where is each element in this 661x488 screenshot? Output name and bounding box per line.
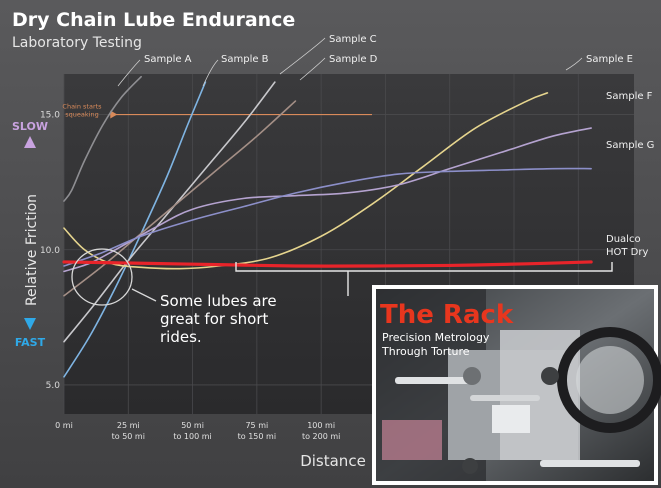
inset-rod-1 <box>395 377 475 384</box>
inset-pink-block <box>382 420 442 460</box>
x-tick-label: 25 mi <box>117 421 140 430</box>
series-label: HOT Dry <box>606 247 648 258</box>
inset-wheel-hub <box>576 346 644 414</box>
series-line-sample-f <box>63 127 592 273</box>
series-label: Sample B <box>221 54 269 65</box>
threshold-arrow-icon <box>110 110 118 119</box>
series-label-leader <box>202 59 219 87</box>
inset-rod-2 <box>540 460 640 467</box>
series-label-leader <box>299 57 326 81</box>
y-tick-label: 15.0 <box>40 111 60 121</box>
inset-bracket-block <box>492 405 530 433</box>
x-tick-label: 50 mi <box>181 421 204 430</box>
series-label-leader <box>279 37 326 75</box>
inset-rod-3 <box>470 395 540 401</box>
y-ticks: 15.0 10.0 5.0 <box>40 111 60 391</box>
series-label: Sample G <box>606 140 654 151</box>
series-label: Sample A <box>144 54 192 65</box>
inset-wheel-icon <box>557 327 661 433</box>
threshold-label-line2: squeaking <box>65 111 98 119</box>
series-line-dualco-hot-dry <box>62 260 593 268</box>
slow-arrow-icon <box>24 136 36 148</box>
inset-knob-1 <box>463 367 481 385</box>
x-tick-label-range: to 200 mi <box>302 432 340 441</box>
x-tick-label-range: to 150 mi <box>238 432 276 441</box>
series-label-leader <box>117 59 141 87</box>
series-label-leader <box>565 57 583 71</box>
series-line-sample-g <box>63 167 592 267</box>
x-tick-label: 100 mi <box>307 421 335 430</box>
series-label: Dualco <box>606 234 641 245</box>
inset-subtitle-line1: Precision Metrology <box>382 331 490 344</box>
series-labels: Sample A Sample B Sample C Sample D Sample E… <box>117 34 654 258</box>
threshold-label-line1: Chain starts <box>62 103 102 111</box>
fast-arrow-icon <box>24 318 36 330</box>
dualco-bracket <box>235 262 613 296</box>
squeak-threshold: Chain starts squeaking <box>62 103 372 119</box>
y-tick-label: 5.0 <box>46 381 61 391</box>
annotation-line2: great for short <box>160 310 268 328</box>
chart-title: Dry Chain Lube Endurance <box>12 9 295 31</box>
series-line-sample-a <box>63 75 142 202</box>
series-label: Sample C <box>329 34 377 45</box>
x-tick-label-range: to 50 mi <box>112 432 145 441</box>
y-axis-top-label: SLOW <box>12 120 48 133</box>
chart-subtitle: Laboratory Testing <box>12 35 142 51</box>
x-tick-label-range: to 100 mi <box>173 432 211 441</box>
inset-title: The Rack <box>380 300 514 330</box>
annotation-pointer <box>131 288 157 302</box>
annotation-line3: rides. <box>160 328 202 346</box>
x-ticks: 0 mi 25 mi to 50 mi 50 mi to 100 mi 75 mi to 1… <box>55 421 340 441</box>
series-line-sample-d <box>63 100 297 297</box>
series-lines <box>62 75 593 378</box>
y-tick-label: 10.0 <box>40 246 60 256</box>
annotation-circle <box>71 248 133 306</box>
series-label: Sample F <box>606 91 653 102</box>
inset-knob-3 <box>462 458 478 474</box>
x-axis-label: Distance <box>300 452 366 470</box>
y-axis-bottom-label: FAST <box>15 336 46 349</box>
the-rack-inset: The Rack Precision Metrology Through Tor… <box>372 285 661 485</box>
inset-knob-2 <box>541 367 559 385</box>
y-axis-label: Relative Friction <box>24 194 40 306</box>
x-tick-label: 0 mi <box>55 421 73 430</box>
series-label: Sample D <box>329 54 378 65</box>
annotation-line1: Some lubes are <box>160 292 277 310</box>
x-tick-label: 75 mi <box>245 421 268 430</box>
series-label: Sample E <box>586 54 633 65</box>
inset-subtitle-line2: Through Torture <box>381 345 470 358</box>
